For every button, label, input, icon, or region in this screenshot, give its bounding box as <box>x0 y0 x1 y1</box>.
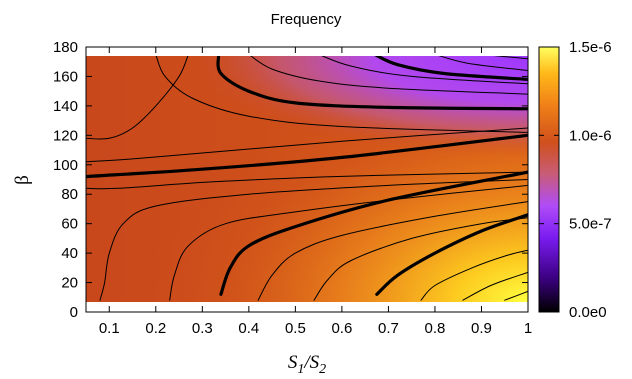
y-tick-label: 20 <box>61 275 78 292</box>
contour-line <box>493 56 528 60</box>
y-axis: 0 20 40 60 80 100 120 140 160 180 <box>53 39 528 321</box>
colorbar: 0.0e0 5.0e-7 1.0e-6 1.5e-6 <box>538 39 612 321</box>
contour-line <box>504 290 528 301</box>
x-axis-label-part: /S <box>303 352 319 373</box>
x-axis-label-part: S <box>288 352 298 373</box>
x-axis-label-subscript: 2 <box>319 362 326 377</box>
colorbar-tick-label: 5.0e-7 <box>569 216 612 233</box>
contour-line-major <box>374 56 528 81</box>
contour-line-major <box>375 213 528 296</box>
contour-line <box>99 179 528 301</box>
x-tick-label: 0.3 <box>192 320 213 337</box>
heatmap-low-region <box>86 56 528 302</box>
x-axis: 0.1 0.2 0.3 0.4 0.5 0.6 0.7 0.8 0.9 1 <box>99 47 532 337</box>
y-tick-label: 80 <box>61 186 78 203</box>
x-tick-label: 0.9 <box>471 320 492 337</box>
y-tick-label: 120 <box>53 127 78 144</box>
y-tick-label: 180 <box>53 39 78 56</box>
contour-line <box>438 56 528 72</box>
y-tick-label: 100 <box>53 157 78 174</box>
colorbar-tick-label: 1.0e-6 <box>569 127 612 144</box>
colorbar-gradient <box>538 46 560 313</box>
y-tick-label: 0 <box>70 304 78 321</box>
contour-line <box>86 171 528 190</box>
colorbar-tick-label: 0.0e0 <box>569 304 607 321</box>
contour-line-major <box>86 133 528 179</box>
x-tick-label: 0.1 <box>99 320 120 337</box>
colorbar-ticks: 0.0e0 5.0e-7 1.0e-6 1.5e-6 <box>539 39 612 321</box>
contour-line <box>155 56 528 133</box>
y-tick-label: 40 <box>61 245 78 262</box>
x-tick-label: 0.5 <box>285 320 306 337</box>
y-tick-label: 160 <box>53 68 78 85</box>
x-tick-label: 0.4 <box>238 320 259 337</box>
x-tick-label: 0.7 <box>378 320 399 337</box>
contour-line <box>257 201 528 301</box>
y-axis-label: β <box>12 175 33 185</box>
x-axis-label: S1/S2 <box>288 352 326 377</box>
contour-line <box>250 56 528 95</box>
contour-line <box>86 127 528 163</box>
contour-line <box>313 217 528 301</box>
contour-line-major <box>219 170 528 296</box>
contour-line <box>321 56 528 85</box>
y-tick-label: 60 <box>61 216 78 233</box>
contour-line <box>169 184 528 301</box>
plot-frame <box>85 46 529 313</box>
colorbar-tick-label: 1.5e-6 <box>569 39 612 56</box>
y-tick-label: 140 <box>53 98 78 115</box>
contour-line <box>420 249 528 301</box>
chart-title: Frequency <box>271 11 342 28</box>
x-tick-label: 0.6 <box>331 320 352 337</box>
contour-lines <box>86 56 528 301</box>
heatmap-field <box>86 56 528 302</box>
x-tick-label: 1 <box>524 320 532 337</box>
contour-line-major <box>216 56 528 111</box>
x-axis-label-subscript: 1 <box>297 362 304 377</box>
contour-line <box>462 271 528 301</box>
x-tick-label: 0.8 <box>425 320 446 337</box>
contour-line <box>86 56 189 140</box>
x-tick-label: 0.2 <box>145 320 166 337</box>
